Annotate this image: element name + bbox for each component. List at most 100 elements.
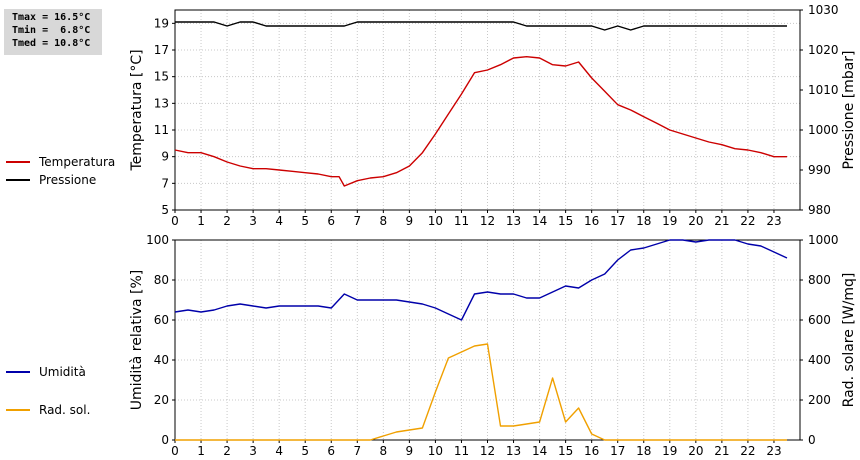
y-left-tick-label: 17 [154, 43, 169, 57]
y-left-tick-label: 5 [161, 203, 169, 217]
y-left-axis-label: Temperatura [°C] [129, 49, 145, 171]
x-tick-label: 18 [636, 214, 651, 228]
x-tick-label: 21 [714, 214, 729, 228]
x-tick-label: 7 [353, 444, 361, 458]
legend-label-umidita: Umidità [39, 365, 86, 379]
x-tick-label: 17 [610, 444, 625, 458]
y-left-tick-label: 100 [146, 233, 169, 247]
x-tick-label: 20 [688, 214, 703, 228]
legend-swatch-umidita [6, 371, 30, 373]
y-left-tick-label: 15 [154, 70, 169, 84]
legend-umidita: Umidità [6, 364, 86, 380]
y-left-tick-label: 9 [161, 150, 169, 164]
y-left-tick-label: 60 [154, 313, 169, 327]
legend-pressione: Pressione [6, 172, 96, 188]
y-right-tick-label: 1020 [808, 43, 839, 57]
x-tick-label: 10 [428, 444, 443, 458]
x-tick-label: 15 [558, 214, 573, 228]
y-right-tick-label: 1010 [808, 83, 839, 97]
x-tick-label: 11 [454, 214, 469, 228]
x-tick-label: 8 [380, 214, 388, 228]
x-tick-label: 15 [558, 444, 573, 458]
x-tick-label: 20 [688, 444, 703, 458]
x-tick-label: 14 [532, 444, 547, 458]
x-tick-label: 17 [610, 214, 625, 228]
x-tick-label: 11 [454, 444, 469, 458]
y-left-tick-label: 7 [161, 176, 169, 190]
legend-label-pressione: Pressione [39, 173, 97, 187]
x-tick-label: 23 [766, 214, 781, 228]
legend-label-temperatura: Temperatura [39, 155, 116, 169]
x-tick-label: 3 [249, 214, 257, 228]
x-tick-label: 2 [223, 214, 231, 228]
x-tick-label: 10 [428, 214, 443, 228]
x-tick-label: 4 [275, 214, 283, 228]
y-right-axis-label: Rad. solare [W/mq] [841, 273, 857, 408]
x-tick-label: 0 [171, 214, 179, 228]
tmin-text: Tmin = 6.8°C [12, 25, 91, 36]
x-tick-label: 1 [197, 444, 205, 458]
y-right-tick-label: 1000 [808, 123, 839, 137]
x-tick-label: 7 [353, 214, 361, 228]
tmax-text: Tmax = 16.5°C [12, 12, 91, 23]
x-tick-label: 16 [584, 214, 599, 228]
x-tick-label: 12 [480, 444, 495, 458]
x-tick-label: 1 [197, 214, 205, 228]
y-right-tick-label: 1000 [808, 233, 839, 247]
y-right-tick-label: 200 [808, 393, 831, 407]
x-tick-label: 3 [249, 444, 257, 458]
legend-temperatura: Temperatura [6, 154, 115, 170]
y-left-axis-label: Umidità relativa [%] [129, 270, 145, 411]
x-tick-label: 2 [223, 444, 231, 458]
series-line-pressione [175, 21, 787, 31]
series-line-umidit- [174, 239, 788, 321]
y-right-tick-label: 600 [808, 313, 831, 327]
y-left-tick-label: 13 [154, 96, 169, 110]
x-tick-label: 9 [406, 214, 414, 228]
x-tick-label: 14 [532, 214, 547, 228]
x-tick-label: 8 [380, 444, 388, 458]
series-line-temperatura [174, 56, 787, 187]
x-tick-label: 12 [480, 214, 495, 228]
x-tick-label: 6 [327, 214, 335, 228]
x-tick-label: 22 [740, 444, 755, 458]
y-right-tick-label: 400 [808, 353, 831, 367]
x-tick-label: 22 [740, 214, 755, 228]
x-tick-label: 18 [636, 444, 651, 458]
x-tick-label: 19 [662, 214, 677, 228]
x-tick-label: 23 [766, 444, 781, 458]
x-tick-label: 13 [506, 214, 521, 228]
y-right-tick-label: 800 [808, 273, 831, 287]
legend-swatch-radsol [6, 409, 30, 411]
y-left-tick-label: 20 [154, 393, 169, 407]
legend-radsol: Rad. sol. [6, 402, 90, 418]
y-left-tick-label: 80 [154, 273, 169, 287]
x-tick-label: 6 [327, 444, 335, 458]
x-tick-label: 13 [506, 444, 521, 458]
x-tick-label: 16 [584, 444, 599, 458]
x-tick-label: 21 [714, 444, 729, 458]
legend-swatch-temperatura [6, 161, 30, 163]
top-chart: 0 1 2 3 4 5 6 7 8 9 10 11 12 13 14 15 16 17 18 19 20 21 22 2357… [129, 3, 857, 228]
y-left-tick-label: 0 [161, 433, 169, 447]
y-right-axis-label: Pressione [mbar] [841, 50, 857, 169]
x-tick-label: 5 [301, 214, 309, 228]
y-right-tick-label: 1030 [808, 3, 839, 17]
y-right-tick-label: 990 [808, 163, 831, 177]
tmed-text: Tmed = 10.8°C [12, 38, 91, 49]
x-tick-label: 0 [171, 444, 179, 458]
x-tick-label: 19 [662, 444, 677, 458]
series-line-rad-sol- [175, 343, 787, 441]
y-left-tick-label: 40 [154, 353, 169, 367]
bottom-chart: 0 1 2 3 4 5 6 7 8 9 10 11 12 13 14 15 16 17 18 19 20 21 22 2302… [129, 233, 857, 458]
x-tick-label: 9 [406, 444, 414, 458]
x-tick-label: 4 [275, 444, 283, 458]
stats-box: Tmax = 16.5°C Tmin = 6.8°C Tmed = 10.8°C [4, 9, 102, 55]
y-right-tick-label: 0 [808, 433, 816, 447]
y-left-tick-label: 11 [154, 123, 169, 137]
x-tick-label: 5 [301, 444, 309, 458]
legend-label-radsol: Rad. sol. [39, 403, 91, 417]
y-right-tick-label: 980 [808, 203, 831, 217]
y-left-tick-label: 19 [154, 16, 169, 30]
